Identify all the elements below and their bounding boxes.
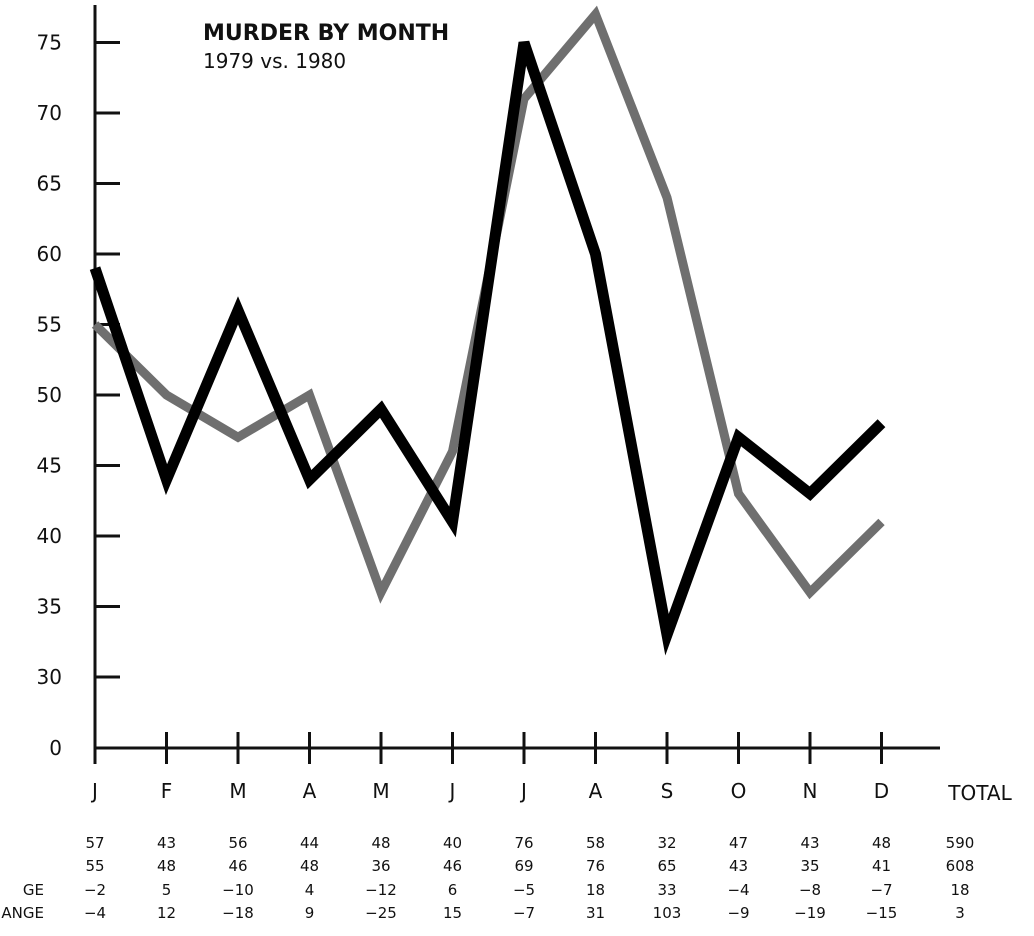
x-tick-label: J xyxy=(448,779,456,803)
y-tick-label: 60 xyxy=(37,242,62,266)
table-cell: 65 xyxy=(657,857,676,875)
y-tick-label: 50 xyxy=(37,383,62,407)
x-tick-label: O xyxy=(731,779,747,803)
table-cell: −7 xyxy=(513,904,535,922)
table-cell: 18 xyxy=(586,881,605,899)
x-tick-label: J xyxy=(519,779,527,803)
total-header: TOTAL xyxy=(947,781,1012,805)
table-cell: −5 xyxy=(513,881,535,899)
table-cell: −9 xyxy=(727,904,749,922)
x-tick-label: D xyxy=(874,779,889,803)
axes xyxy=(93,5,940,750)
table-cell: 5 xyxy=(162,881,172,899)
table-cell: 48 xyxy=(371,834,390,852)
table-cell: 15 xyxy=(443,904,462,922)
x-tick-label: A xyxy=(589,779,603,803)
table-cell: 43 xyxy=(729,857,748,875)
table-cell: −18 xyxy=(222,904,254,922)
x-tick-label: M xyxy=(229,779,246,803)
table-cell: 40 xyxy=(443,834,462,852)
chart-subtitle: 1979 vs. 1980 xyxy=(203,49,346,73)
table-cell: 56 xyxy=(228,834,247,852)
series-lines xyxy=(89,5,886,656)
table-cell: −25 xyxy=(365,904,397,922)
table-cell: 44 xyxy=(300,834,319,852)
y-tick-label: 65 xyxy=(37,172,62,196)
table-cell: 76 xyxy=(586,857,605,875)
table-cell: −19 xyxy=(794,904,826,922)
table-cell: 46 xyxy=(443,857,462,875)
table-cell: 76 xyxy=(514,834,533,852)
table-cell: 6 xyxy=(448,881,458,899)
table-cell: 46 xyxy=(228,857,247,875)
x-tick-label: M xyxy=(372,779,389,803)
table-cell: 48 xyxy=(157,857,176,875)
table-cell: 58 xyxy=(586,834,605,852)
table-cell: 12 xyxy=(157,904,176,922)
table-cell: −7 xyxy=(870,881,892,899)
table-cell: −4 xyxy=(84,904,106,922)
y-tick-label: 45 xyxy=(37,454,62,478)
table-cell: 57 xyxy=(85,834,104,852)
x-tick-label: N xyxy=(803,779,818,803)
table-row-label: GE xyxy=(23,881,44,899)
y-tick-label: 70 xyxy=(37,101,62,125)
x-tick-label: F xyxy=(161,779,173,803)
table-cell: −15 xyxy=(866,904,898,922)
table-cell: 36 xyxy=(371,857,390,875)
table-cell: 35 xyxy=(800,857,819,875)
table-cell: 69 xyxy=(514,857,533,875)
table-cell: 31 xyxy=(586,904,605,922)
table-cell: 47 xyxy=(729,834,748,852)
table-cell: −12 xyxy=(365,881,397,899)
table-cell: −8 xyxy=(799,881,821,899)
table-cell: 33 xyxy=(657,881,676,899)
table-cell: 18 xyxy=(950,881,969,899)
series-line-1 xyxy=(89,40,886,656)
y-tick-label: 0 xyxy=(49,736,62,760)
table-cell: 48 xyxy=(300,857,319,875)
x-tick-label: S xyxy=(661,779,674,803)
table-cell: 43 xyxy=(800,834,819,852)
table-cell: 55 xyxy=(85,857,104,875)
table-cell: 48 xyxy=(872,834,891,852)
table-cell: 3 xyxy=(955,904,965,922)
table-cell: −10 xyxy=(222,881,254,899)
y-tick-label: 30 xyxy=(37,665,62,689)
table-cell: 9 xyxy=(305,904,315,922)
y-ticks: 0 30 35 40 45 50 55 60 65 70 75 xyxy=(37,31,120,760)
table-cell: 608 xyxy=(946,857,975,875)
y-tick-label: 40 xyxy=(37,524,62,548)
table-row-label: ANGE xyxy=(1,904,44,922)
y-tick-label: 75 xyxy=(37,31,62,55)
table-cell: −4 xyxy=(727,881,749,899)
y-tick-label: 55 xyxy=(37,313,62,337)
table-cell: 43 xyxy=(157,834,176,852)
x-tick-label: A xyxy=(303,779,317,803)
chart-title: MURDER BY MONTH xyxy=(203,21,449,46)
table-cell: 4 xyxy=(305,881,315,899)
table-cell: −2 xyxy=(84,881,106,899)
table-cell: 41 xyxy=(872,857,891,875)
table-cell: 590 xyxy=(946,834,975,852)
x-tick-label: J xyxy=(90,779,98,803)
table-cell: 32 xyxy=(657,834,676,852)
table-cell: 103 xyxy=(653,904,682,922)
y-tick-label: 35 xyxy=(37,595,62,619)
